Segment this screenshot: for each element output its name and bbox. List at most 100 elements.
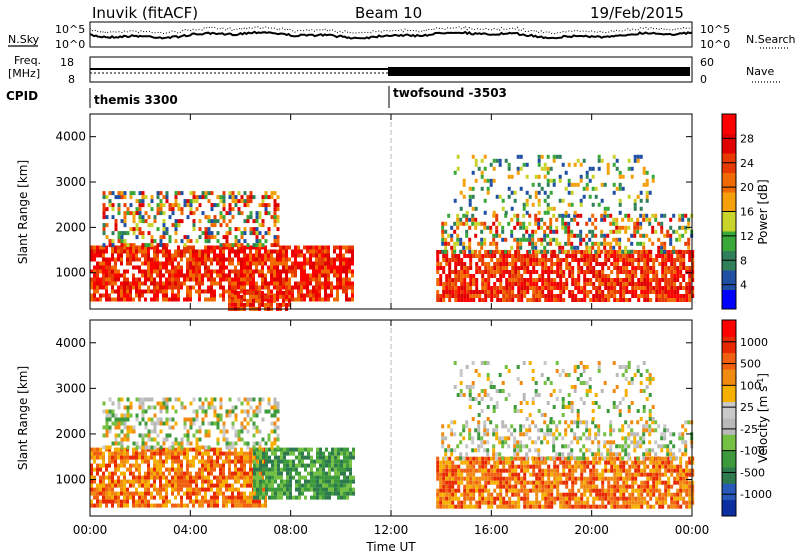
heatmap-cell [544, 266, 548, 270]
heatmap-cell [441, 221, 445, 226]
heatmap-cell [159, 261, 162, 266]
heatmap-cell [478, 254, 482, 258]
heatmap-cell [316, 455, 319, 460]
heatmap-cell [141, 191, 145, 196]
heatmap-cell [186, 487, 189, 492]
heatmap-cell [117, 397, 121, 402]
heatmap-cell [577, 464, 581, 469]
heatmap-cell [138, 455, 141, 460]
heatmap-cell [343, 447, 346, 452]
heatmap-cell [603, 213, 607, 218]
heatmap-cell [123, 503, 126, 508]
heatmap-cell [174, 249, 177, 254]
heatmap-cell [460, 460, 464, 465]
heatmap-cell [243, 503, 246, 508]
heatmap-cell [228, 397, 232, 402]
heatmap-cell [274, 463, 277, 468]
heatmap-cell [141, 219, 145, 224]
heatmap-cell [471, 186, 475, 191]
heatmap-cell [619, 282, 623, 286]
heatmap-cell [258, 429, 262, 434]
heatmap-cell [231, 471, 234, 476]
heatmap-cell [255, 425, 259, 430]
heatmap-cell [669, 225, 673, 230]
heatmap-cell [511, 504, 515, 509]
heatmap-cell [664, 298, 668, 302]
heatmap-cell [168, 253, 171, 258]
heatmap-cell [255, 459, 258, 464]
heatmap-cell [249, 249, 252, 254]
heatmap-cell [604, 254, 608, 258]
heatmap-cell [192, 245, 195, 250]
heatmap-cell [565, 472, 569, 477]
heatmap-cell [679, 270, 683, 274]
heatmap-cell [648, 249, 652, 254]
heatmap-cell [141, 495, 144, 500]
heatmap-cell [460, 286, 464, 290]
heatmap-cell [129, 257, 132, 262]
power-ylabel: Slant Range [km] [16, 160, 30, 264]
heatmap-cell [507, 194, 511, 199]
heatmap-cell [96, 249, 99, 254]
heatmap-cell [519, 221, 523, 226]
heatmap-cell [490, 258, 494, 262]
heatmap-cell [511, 258, 515, 262]
heatmap-cell [462, 182, 466, 187]
heatmap-cell [276, 445, 280, 450]
heatmap-cell [117, 451, 120, 456]
heatmap-cell [90, 451, 93, 456]
heatmap-cell [165, 397, 169, 402]
heatmap-cell [162, 203, 166, 208]
heatmap-cell [117, 195, 121, 200]
heatmap-cell [246, 401, 250, 406]
heatmap-cell [688, 266, 692, 270]
heatmap-cell [213, 451, 216, 456]
heatmap-cell [571, 266, 575, 270]
heatmap-cell [102, 211, 106, 216]
heatmap-cell [319, 451, 322, 456]
heatmap-cell [135, 487, 138, 492]
heatmap-cell [327, 249, 330, 254]
heatmap-cell [153, 455, 156, 460]
heatmap-cell [556, 492, 560, 497]
heatmap-cell [153, 277, 156, 282]
heatmap-cell [436, 294, 440, 298]
heatmap-cell [528, 213, 532, 218]
heatmap-cell [682, 294, 686, 298]
heatmap-cell [474, 221, 478, 226]
heatmap-cell [586, 464, 590, 469]
heatmap-cell [532, 294, 536, 298]
heatmap-cell [129, 405, 133, 410]
heatmap-cell [460, 480, 464, 485]
heatmap-cell [580, 266, 584, 270]
heatmap-cell [201, 459, 204, 464]
heatmap-cell [511, 270, 515, 274]
heatmap-cell [192, 269, 195, 274]
heatmap-cell [183, 249, 186, 254]
heatmap-cell [262, 455, 265, 460]
heatmap-cell [253, 451, 256, 456]
heatmap-cell [571, 476, 575, 481]
heatmap-cell [219, 405, 223, 410]
heatmap-cell [559, 480, 563, 485]
heatmap-cell [123, 297, 126, 302]
heatmap-cell [532, 278, 536, 282]
heatmap-cell [667, 282, 671, 286]
heatmap-cell [96, 463, 99, 468]
heatmap-cell [516, 166, 520, 171]
heatmap-cell [147, 483, 150, 488]
heatmap-cell [283, 491, 286, 496]
heatmap-cell [126, 413, 130, 418]
heatmap-cell [321, 257, 324, 262]
heatmap-cell [219, 223, 223, 228]
heatmap-cell [543, 233, 547, 238]
heatmap-cell [636, 221, 640, 226]
heatmap-cell [174, 471, 177, 476]
heatmap-cell [517, 504, 521, 509]
heatmap-cell [147, 249, 150, 254]
heatmap-cell [201, 261, 204, 266]
heatmap-cell [117, 289, 120, 294]
heatmap-cell [514, 254, 518, 258]
heatmap-cell [234, 269, 237, 274]
heatmap-cell [195, 479, 198, 484]
